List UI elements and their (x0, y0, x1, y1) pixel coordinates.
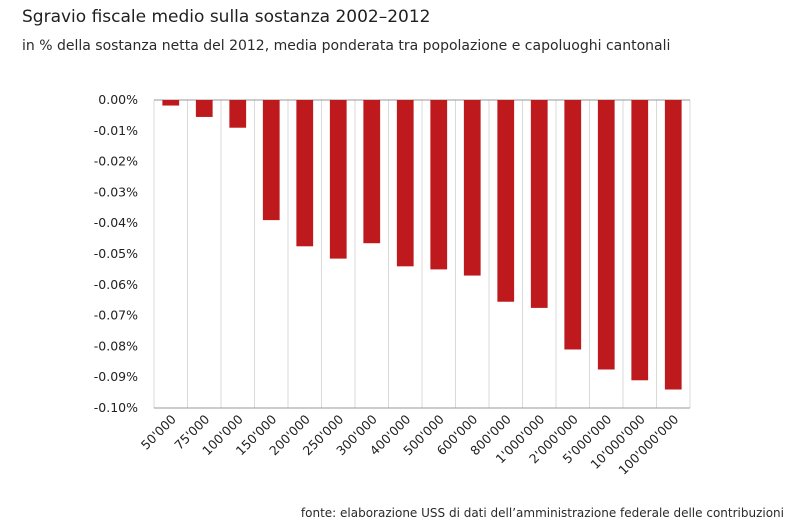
y-tick-label: -0.05% (94, 246, 138, 261)
y-tick-label: -0.09% (94, 369, 138, 384)
bar-chart: 0.00% -0.01% -0.02% -0.03% -0.04% -0.05% -0.06… (94, 92, 691, 478)
y-tick-label: -0.07% (94, 308, 138, 323)
y-tick-label: -0.04% (94, 215, 138, 230)
bar (664, 100, 682, 390)
y-tick-label: -0.01% (94, 123, 138, 138)
y-tick-label: -0.02% (94, 154, 138, 169)
chart-subtitle: in % della sostanza netta del 2012, medi… (22, 38, 671, 54)
bar (564, 100, 582, 350)
y-tick-label: -0.08% (94, 338, 138, 353)
source-note: fonte: elaborazione USS di dati dell’amm… (300, 506, 784, 520)
bar (430, 100, 448, 270)
bar (497, 100, 515, 302)
bar (229, 100, 247, 128)
y-tick-label: -0.03% (94, 184, 138, 199)
chart-title: Sgravio fiscale medio sulla sostanza 200… (22, 7, 431, 27)
bar (530, 100, 548, 308)
bar (396, 100, 414, 267)
y-tick-label: -0.10% (94, 400, 138, 415)
bar (463, 100, 481, 276)
bar (363, 100, 381, 244)
bar (329, 100, 347, 259)
bar (631, 100, 649, 381)
y-tick-label: -0.06% (94, 277, 138, 292)
x-tick-label: 50'000 (138, 411, 179, 452)
bar (296, 100, 314, 247)
bar (262, 100, 280, 221)
bar (162, 100, 180, 106)
bar (195, 100, 213, 117)
y-tick-label: 0.00% (98, 92, 138, 107)
bar (597, 100, 615, 370)
